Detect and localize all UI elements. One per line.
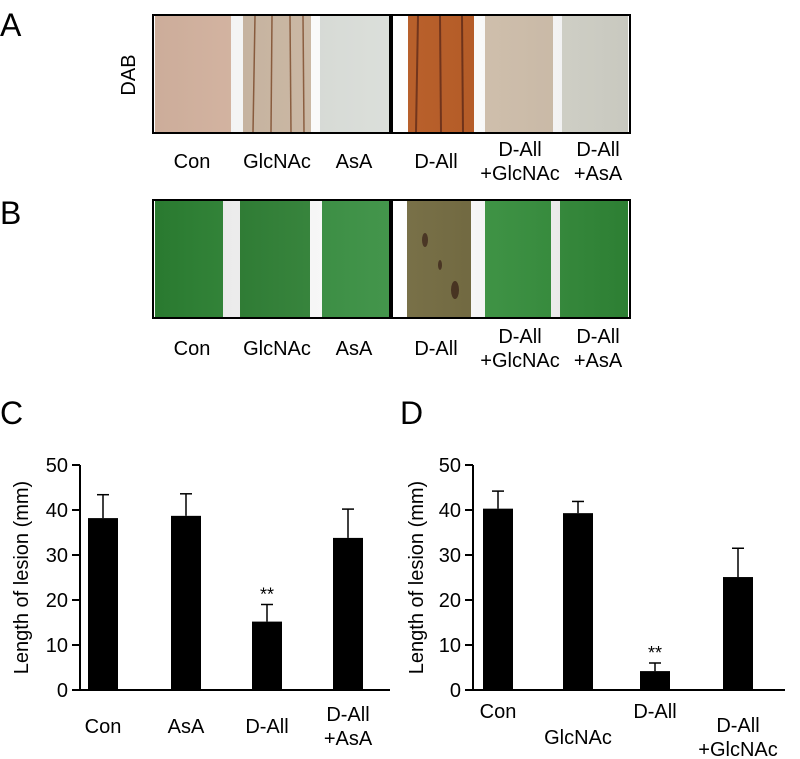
- x-tick-label: D-All +GlcNAc: [698, 715, 777, 759]
- y-tick-label: 0: [450, 680, 461, 702]
- bar: [88, 518, 118, 690]
- x-tick-label: D-All: [633, 701, 676, 723]
- photo-label: D-All +GlcNAc: [480, 326, 559, 372]
- y-tick-label: 40: [439, 500, 461, 522]
- y-tick-label: 10: [439, 635, 461, 657]
- x-tick-label: Con: [85, 716, 122, 738]
- significance-marker: **: [260, 585, 274, 605]
- significance-marker: **: [648, 643, 662, 663]
- photo-label: GlcNAc: [243, 338, 311, 360]
- bar: [723, 577, 753, 690]
- photo-label: Con: [174, 338, 211, 360]
- y-axis-label: Length of lesion (mm): [406, 481, 428, 674]
- y-tick-label: 30: [46, 545, 68, 567]
- photo-frame: [391, 199, 631, 319]
- y-tick-label: 0: [57, 680, 68, 702]
- bar: [171, 515, 201, 690]
- panel-label: D: [400, 395, 423, 431]
- y-axis-label: Length of lesion (mm): [11, 481, 33, 674]
- photo-frame: [152, 14, 391, 134]
- y-tick-label: 10: [46, 635, 68, 657]
- photo-label: D-All: [414, 338, 457, 360]
- y-tick-label: 20: [46, 590, 68, 612]
- x-tick-label: D-All: [245, 716, 288, 738]
- photos: [152, 14, 631, 319]
- panel-label: A: [0, 7, 22, 43]
- x-tick-label: GlcNAc: [544, 727, 612, 749]
- y-tick-label: 20: [439, 590, 461, 612]
- y-tick-label: 50: [46, 455, 68, 477]
- bar: [252, 621, 282, 690]
- photo-label: D-All +AsA: [574, 326, 623, 372]
- y-tick-label: 40: [46, 500, 68, 522]
- photo-label: GlcNAc: [243, 151, 311, 173]
- photo-label: D-All: [414, 151, 457, 173]
- x-tick-label: Con: [480, 701, 517, 723]
- photo-frame: [152, 199, 391, 319]
- bar: [483, 508, 513, 690]
- photo-label: D-All +GlcNAc: [480, 139, 559, 185]
- x-tick-label: D-All +AsA: [324, 704, 373, 750]
- bar: [563, 513, 593, 690]
- x-tick-label: AsA: [168, 716, 205, 738]
- photo-label: D-All +AsA: [574, 139, 623, 185]
- bar: [333, 537, 363, 690]
- stain-label: DAB: [118, 54, 140, 95]
- panel-label: B: [0, 195, 21, 231]
- photo-frame: [391, 14, 631, 134]
- y-tick-label: 30: [439, 545, 461, 567]
- panel-label: C: [0, 395, 23, 431]
- photo-label: Con: [174, 151, 211, 173]
- y-tick-label: 50: [439, 455, 461, 477]
- bar: [640, 671, 670, 690]
- photo-label: AsA: [336, 338, 373, 360]
- photo-label: AsA: [336, 151, 373, 173]
